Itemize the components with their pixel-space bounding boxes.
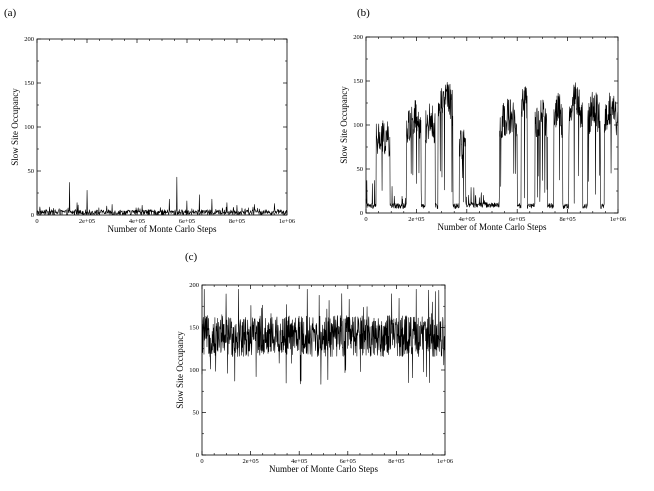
y-axis-label: Slow Site Occupancy	[175, 331, 185, 409]
chart-panel-b: (b) 0 2e+05 4e+05 6e+05 8e+05 1e+06 0 50 100 150 20…	[339, 7, 627, 232]
y-tick-label: 150	[353, 78, 363, 85]
x-tick-label: 2e+05	[408, 216, 424, 223]
y-tick-label: 0	[196, 452, 199, 459]
x-tick-label: 8e+05	[388, 458, 404, 465]
y-tick-label: 200	[24, 36, 34, 43]
x-axis-label: Number of Monte Carlo Steps	[108, 224, 217, 234]
x-tick-label: 4e+05	[291, 458, 307, 465]
y-tick-label: 200	[189, 282, 199, 289]
x-tick-label: 4e+05	[129, 218, 145, 225]
x-tick-label: 2e+05	[79, 218, 95, 225]
x-tick-label: 0	[200, 458, 203, 465]
series-line	[36, 176, 288, 216]
series-line	[365, 81, 619, 209]
y-tick-label: 100	[189, 367, 199, 374]
plot-frame	[365, 36, 619, 214]
chart-panel-a: (a) 0 2e+05 4e+05 6e+05 8e+05 1e+06 0 50 100 150 20…	[4, 7, 296, 234]
y-tick-label: 200	[353, 34, 363, 41]
x-tick-label: 6e+05	[179, 218, 195, 225]
series-line	[201, 288, 446, 385]
panel-label: (a)	[4, 7, 17, 19]
y-axis-label: Slow Site Occupancy	[10, 88, 20, 166]
x-axis-label: Number of Monte Carlo Steps	[269, 464, 378, 474]
y-tick-label: 150	[24, 80, 34, 87]
chart-panel-c: (c) 0 2e+05 4e+05 6e+05 8e+05 1e+06 0 50 100 150 20…	[175, 251, 454, 474]
x-tick-label: 0	[35, 218, 38, 225]
y-tick-label: 150	[189, 325, 199, 332]
y-axis-label: Slow Site Occupancy	[339, 86, 349, 164]
x-tick-label: 4e+05	[459, 216, 475, 223]
y-tick-label: 100	[353, 122, 363, 129]
x-tick-label: 0	[364, 216, 367, 223]
y-tick-label: 50	[193, 410, 200, 417]
x-tick-label: 8e+05	[229, 218, 245, 225]
x-tick-label: 6e+05	[509, 216, 525, 223]
x-tick-label: 1e+06	[437, 458, 454, 465]
plot-frame	[36, 38, 288, 216]
x-tick-label: 1e+06	[610, 216, 627, 223]
x-tick-label: 2e+05	[242, 458, 258, 465]
panel-label: (c)	[185, 251, 198, 263]
y-tick-label: 50	[28, 168, 35, 175]
y-tick-label: 0	[31, 212, 34, 219]
y-tick-label: 50	[357, 166, 364, 173]
x-tick-label: 8e+05	[559, 216, 575, 223]
y-tick-label: 100	[24, 124, 34, 131]
x-tick-label: 6e+05	[340, 458, 356, 465]
x-axis-label: Number of Monte Carlo Steps	[438, 222, 547, 232]
x-tick-label: 1e+06	[279, 218, 296, 225]
y-tick-label: 0	[360, 210, 363, 217]
panel-label: (b)	[357, 7, 370, 19]
